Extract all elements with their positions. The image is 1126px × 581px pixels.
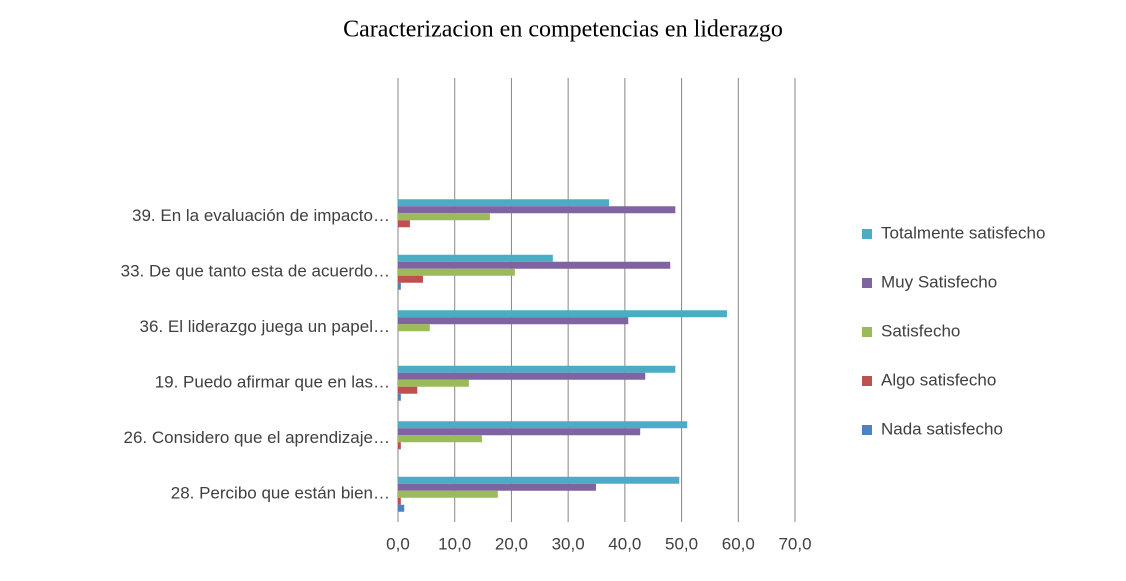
y-tick-label: 19. Puedo afirmar que en las… — [155, 373, 390, 392]
bar — [398, 261, 671, 269]
bar — [398, 483, 596, 491]
legend-swatch — [862, 278, 872, 288]
y-tick-label: 26. Considero que el aprendizaje… — [123, 428, 390, 447]
bar — [398, 324, 430, 332]
legend-label: Algo satisfecho — [881, 370, 996, 389]
x-tick-label: 20,0 — [495, 534, 528, 553]
bar — [398, 213, 490, 221]
x-tick-label: 50,0 — [665, 534, 698, 553]
x-tick-label: 40,0 — [608, 534, 641, 553]
bar — [398, 254, 553, 262]
bar — [398, 372, 646, 380]
x-tick-label: 70,0 — [778, 534, 811, 553]
bar — [398, 504, 405, 512]
bar — [398, 442, 401, 450]
legend-label: Satisfecho — [881, 321, 960, 340]
bar — [398, 393, 401, 401]
bar — [398, 497, 401, 505]
bar — [398, 275, 423, 283]
x-tick-label: 60,0 — [722, 534, 755, 553]
legend-swatch — [862, 376, 872, 386]
bar — [398, 206, 676, 214]
x-tick-label: 10,0 — [438, 534, 471, 553]
bar — [398, 199, 609, 207]
legend-label: Muy Satisfecho — [881, 272, 997, 291]
legend-label: Totalmente satisfecho — [881, 223, 1045, 242]
bar — [398, 490, 498, 498]
bar — [398, 310, 727, 318]
y-tick-label: 33. De que tanto esta de acuerdo… — [121, 262, 390, 281]
y-tick-label: 36. El liderazgo juega un papel… — [140, 317, 390, 336]
bar — [398, 220, 410, 228]
chart-title: Caracterizacion en competencias en lider… — [343, 17, 783, 43]
bar — [398, 268, 515, 276]
bar — [398, 421, 688, 429]
bar — [398, 379, 469, 387]
legend-swatch — [862, 425, 872, 435]
y-tick-label: 28. Percibo que están bien… — [171, 484, 390, 503]
bar — [398, 435, 482, 443]
bar — [398, 428, 641, 436]
legend-swatch — [862, 229, 872, 239]
legend-swatch — [862, 327, 872, 337]
x-tick-label: 30,0 — [552, 534, 585, 553]
bar — [398, 386, 418, 394]
x-tick-label: 0,0 — [386, 534, 410, 553]
bar — [398, 476, 680, 484]
legend-label: Nada satisfecho — [881, 419, 1003, 438]
y-tick-label: 39. En la evaluación de impacto… — [132, 206, 390, 225]
bar — [398, 365, 676, 373]
bar — [398, 317, 629, 325]
bar — [398, 282, 401, 290]
